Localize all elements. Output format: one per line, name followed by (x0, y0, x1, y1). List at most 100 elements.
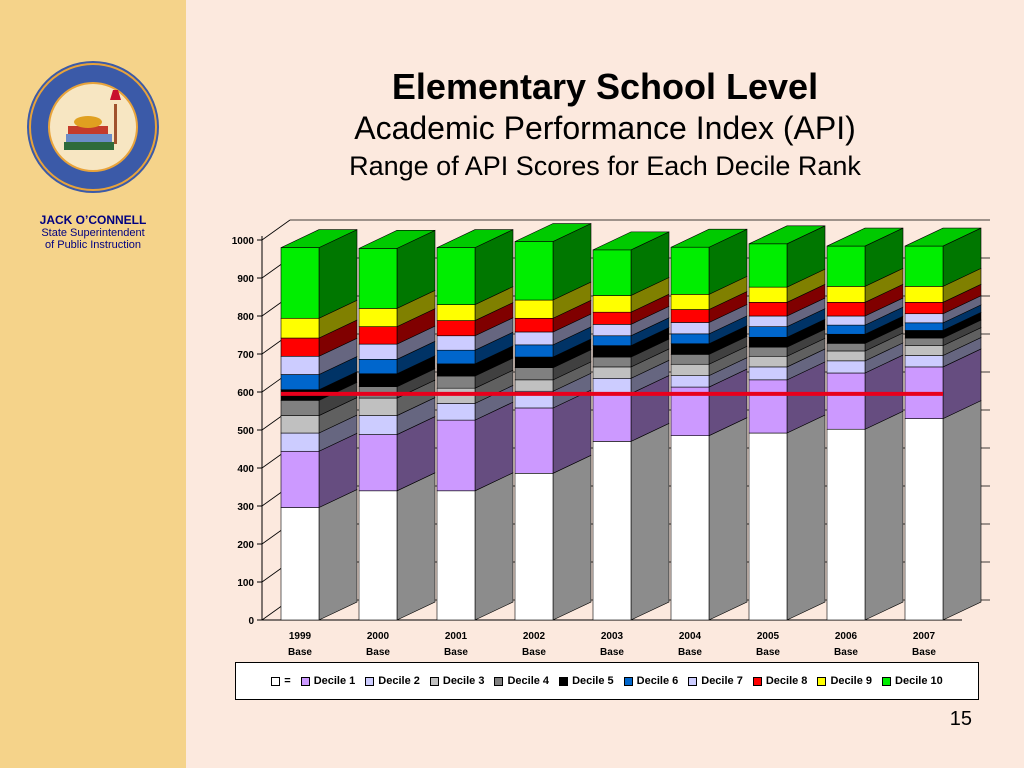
bar-segment (748, 326, 788, 338)
x-tick-label-line2: Base (522, 647, 546, 658)
bar-segment (904, 345, 944, 356)
chart-legend: = Decile 1 Decile 2 Decile 3 Decile 4 Decile … (235, 662, 979, 700)
bar-segment (592, 335, 632, 346)
bar-segment (280, 432, 320, 452)
legend-swatch (882, 676, 892, 686)
legend-swatch (817, 676, 827, 686)
legend-label: Decile 5 (572, 675, 614, 687)
legend-label: Decile 2 (378, 675, 420, 687)
legend-swatch (300, 676, 310, 686)
legend-item: Decile 7 (688, 675, 743, 687)
bar-side (786, 414, 826, 621)
bar-segment (670, 435, 710, 621)
bar-segment (826, 428, 866, 621)
bar-segment (280, 374, 320, 391)
bar-segment (280, 400, 320, 416)
bar-segment (514, 331, 554, 346)
x-tick-label-line2: Base (366, 647, 390, 658)
bar-side (708, 417, 748, 621)
bar-segment (514, 473, 554, 621)
bar-segment (592, 366, 632, 379)
bar-segment (280, 450, 320, 508)
legend-label: Decile 6 (636, 675, 679, 687)
bar-segment (904, 330, 944, 339)
y-tick-label: 0 (248, 616, 254, 627)
legend-swatch (623, 676, 633, 686)
x-tick-label-line2: Base (288, 647, 312, 658)
author-name: JACK O’CONNELL (39, 213, 147, 227)
bar-segment (592, 393, 632, 442)
legend-label: Decile 3 (442, 675, 485, 687)
bar-segment (904, 313, 944, 324)
x-tick-label: 2001 (445, 631, 468, 642)
legend-item: Decile 9 (817, 675, 872, 687)
bar-top (592, 231, 670, 251)
bar-segment (280, 247, 320, 319)
legend-item: Decile 3 (429, 675, 485, 687)
bar-segment (592, 441, 632, 621)
bar-segment (280, 317, 320, 339)
bar-side (864, 410, 904, 621)
bar-side (318, 489, 358, 621)
legend-item: Decile 5 (559, 675, 614, 687)
legend-item: Decile 6 (623, 675, 679, 687)
legend-item: Decile 10 (882, 675, 943, 687)
sidebar: JACK O’CONNELL State Superintendent of P… (0, 0, 186, 768)
bar-segment (670, 333, 710, 345)
bar-segment (670, 354, 710, 365)
bar-segment (592, 378, 632, 394)
bar-segment (670, 294, 710, 310)
y-tick-label: 1000 (232, 236, 255, 247)
bar-segment (826, 315, 866, 326)
state-seal-icon (27, 61, 159, 193)
bar-segment (826, 302, 866, 317)
bar-segment (436, 419, 476, 492)
x-tick-label: 1999 (289, 631, 312, 642)
legend-item: Decile 1 (300, 675, 356, 687)
legend-item: Decile 4 (494, 675, 549, 687)
bar-segment (592, 249, 632, 296)
bar-segment (670, 343, 710, 355)
legend-swatch (752, 676, 762, 686)
bar-segment (904, 355, 944, 368)
bar-segment (436, 349, 476, 365)
bar-segment (826, 324, 866, 335)
bar-segment (358, 397, 398, 416)
bar-segment (748, 336, 788, 348)
legend-label: Decile 9 (830, 675, 873, 687)
bar-segment (436, 304, 476, 321)
x-tick-label: 2002 (523, 631, 546, 642)
x-tick-label-line2: Base (444, 647, 468, 658)
gridline-depth (261, 219, 291, 241)
bar-segment (514, 299, 554, 319)
bar-segment (436, 247, 476, 305)
bar-segment (748, 355, 788, 368)
bar-segment (280, 415, 320, 434)
bar-segment (358, 359, 398, 375)
y-tick-label: 700 (237, 350, 254, 361)
bar-segment (826, 245, 866, 287)
bar-segment (358, 415, 398, 435)
x-tick-label: 2006 (835, 631, 858, 642)
y-tick-label: 100 (237, 578, 254, 589)
bar-segment (592, 295, 632, 313)
bar-segment (670, 375, 710, 388)
bar-top (358, 230, 436, 249)
bar-segment (904, 245, 944, 287)
page-subtitle: Academic Performance Index (API) (354, 110, 856, 146)
legend-swatch (271, 676, 281, 686)
legend-item: Decile 8 (752, 675, 807, 687)
bar-top (280, 229, 358, 248)
legend-label: Decile 1 (313, 675, 356, 687)
bar-segment (514, 379, 554, 392)
legend-label: Decile 4 (507, 675, 550, 687)
bar-segment (592, 311, 632, 325)
y-tick-label: 400 (237, 464, 254, 475)
x-tick-label: 2004 (679, 631, 702, 642)
bar-segment (280, 337, 320, 357)
bar-segment (358, 248, 398, 309)
page-subtitle-2: Range of API Scores for Each Decile Rank (349, 151, 861, 181)
y-tick-label: 200 (237, 540, 254, 551)
bar-segment (514, 344, 554, 358)
